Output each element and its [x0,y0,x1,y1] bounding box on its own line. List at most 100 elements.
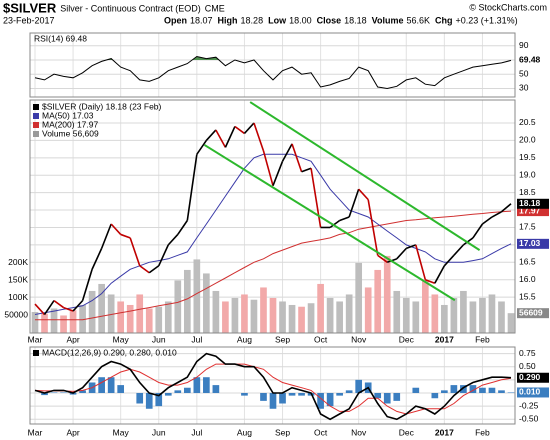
price-segment [443,254,455,267]
y-tick-label: -0.25 [519,400,539,410]
price-segment [215,129,227,148]
x-tick-label: Sep [275,427,290,437]
quote-label: Chg [435,15,453,25]
price-segment [120,233,131,239]
x-tick-label: May [113,334,130,344]
y-tick-label: 19.0 [519,169,536,179]
histogram-bar [317,392,324,409]
panel-frame [29,346,516,425]
price-segment [301,167,312,173]
histogram-bar [298,392,305,396]
volume-tick-label: 150K [8,275,28,285]
histogram-bar [336,392,343,396]
histogram-bar [355,379,363,393]
histogram-bar [498,390,505,393]
volume-tick-label: 200K [8,257,28,267]
quote-value: 18.28 [241,15,264,25]
price-segment [148,265,160,274]
histogram-bar [383,392,391,404]
end-label-box [517,55,549,66]
price-segment [100,223,112,249]
volume-bar [298,306,305,333]
price-segment [205,129,217,141]
quote-label: High [218,15,238,25]
volume-bar [183,269,191,333]
y-tick-label: 0.50 [519,361,536,371]
x-tick-label: Nov [351,334,367,344]
price-segment [81,269,93,301]
signal-line [34,363,512,415]
x-tick-label: Apr [66,334,79,344]
volume-bar [31,311,39,333]
overbought-fill [35,56,511,61]
volume-bar [126,304,134,333]
x-tick-label: May [113,427,130,437]
ma50-line [34,153,512,315]
volume-bar [460,290,467,333]
quote-value: 18.07 [190,15,213,25]
price-segment [396,247,407,260]
volume-bar [288,304,296,333]
price-segment [139,265,150,274]
volume-bar [164,301,172,333]
histogram-bar [203,377,210,393]
histogram-bar [441,390,448,393]
price-segment [63,306,74,312]
x-tick-label: Jul [191,427,202,437]
volume-bar [155,306,163,333]
volume-bar [50,308,58,333]
y-tick-label: 18.5 [519,187,536,197]
volume-bar [374,269,382,333]
x-tick-label: Sep [275,334,290,344]
x-tick-label: Oct [314,334,328,344]
price-segment [339,216,350,222]
volume-bar [193,259,201,333]
histogram-bar [155,392,163,407]
x-tick-label: Dec [399,427,415,437]
volume-bar [279,301,286,333]
volume-bar [69,310,77,333]
volume-bar [79,304,86,333]
volume-bar [241,294,248,333]
x-tick-label: Mar [28,427,43,437]
end-label-box [517,387,549,398]
histogram-bar [507,392,515,393]
x-tick-label: 2017 [435,334,454,344]
volume-bar [450,297,458,333]
price-segment [224,126,236,148]
quote-label: Close [317,15,342,25]
price-segment [453,244,464,256]
histogram-bar [345,390,353,393]
y-tick-label: 30 [519,83,529,93]
price-segment [196,139,208,155]
volume-bar [412,301,420,333]
volume-tick-label: 50000 [4,310,28,320]
volume-bar [345,294,353,333]
x-tick-label: Aug [237,334,252,344]
y-tick-label: 19.5 [519,152,536,162]
price-segment [425,278,436,284]
x-tick-label: Nov [351,427,367,437]
histogram-bar [79,390,86,393]
y-tick-label: 0.75 [519,348,536,358]
price-segment [129,237,141,267]
histogram-bar [98,377,105,393]
y-tick-label: 50 [519,68,529,78]
price-segment [462,237,474,246]
end-label: 56609 [519,307,543,317]
legend-swatch [33,122,39,128]
volume-bar [136,294,144,333]
volume-bar [431,294,439,333]
end-label-box [517,198,549,209]
price-segment [481,216,493,225]
histogram-bar [279,392,286,404]
price-segment [177,220,188,235]
price-segment [43,300,55,315]
volume-tick-label: 100K [8,292,28,302]
x-tick-label: Jun [152,334,166,344]
histogram-bar [288,392,296,396]
x-tick-label: 2017 [435,427,454,437]
volume-bar [383,255,391,333]
volume-bar [107,294,115,333]
price-segment [253,122,265,152]
